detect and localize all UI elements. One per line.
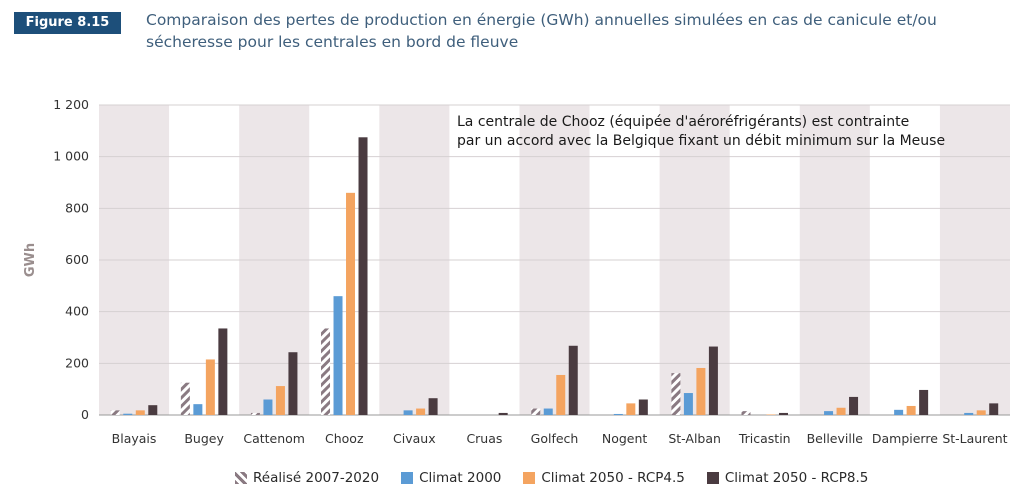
bar-nogent-series-3 — [626, 403, 636, 415]
bar-belleville-series-3 — [836, 407, 846, 415]
x-tick-label: Blayais — [112, 431, 157, 446]
bar-belleville-series-4 — [849, 396, 859, 415]
bar-st-alban-series-2 — [683, 393, 693, 415]
bar-dampierre-series-2 — [894, 409, 904, 415]
figure-badge: Figure 8.15 — [14, 12, 121, 34]
bar-golfech-series-3 — [556, 374, 566, 415]
bar-st-laurent-series-2 — [964, 412, 974, 415]
x-tick-label: Golfech — [531, 431, 579, 446]
bar-cattenom-series-1 — [250, 412, 260, 415]
bar-dampierre-series-3 — [906, 405, 916, 415]
y-tick-label: 1 000 — [53, 149, 89, 164]
legend-item: Climat 2050 - RCP4.5 — [523, 470, 685, 486]
legend-label: Réalisé 2007-2020 — [253, 470, 380, 486]
bar-civaux-series-2 — [403, 410, 413, 415]
bar-nogent-series-2 — [613, 413, 623, 415]
legend-swatch — [706, 472, 719, 484]
annotation-line-2: par un accord avec la Belgique fixant un… — [457, 133, 945, 149]
x-tick-label: Chooz — [325, 431, 364, 446]
x-tick-label: Belleville — [807, 431, 864, 446]
bar-st-laurent-series-3 — [976, 410, 986, 415]
bar-blayais-series-2 — [123, 413, 133, 415]
bar-civaux-series-4 — [428, 398, 438, 415]
bar-blayais-series-4 — [148, 405, 158, 415]
legend-item: Réalisé 2007-2020 — [235, 470, 379, 486]
x-tick-label: Nogent — [602, 431, 648, 446]
bar-tricastin-series-1 — [741, 411, 751, 415]
bar-bugey-series-2 — [193, 404, 203, 415]
legend-label: Climat 2050 - RCP4.5 — [541, 470, 685, 486]
bar-tricastin-series-4 — [778, 412, 788, 415]
bar-st-alban-series-3 — [696, 367, 706, 415]
bar-cruas-series-4 — [498, 412, 508, 415]
bar-belleville-series-2 — [824, 411, 834, 415]
legend-swatch — [235, 472, 247, 484]
legend-item: Climat 2000 — [401, 470, 501, 486]
legend: Réalisé 2007-2020 Climat 2000 Climat 2050 … — [235, 470, 868, 486]
legend-label: Climat 2000 — [419, 470, 502, 486]
x-tick-label: Cattenom — [243, 431, 305, 446]
bar-nogent-series-4 — [638, 399, 648, 415]
y-tick-label: 400 — [65, 304, 89, 319]
x-tick-label: Dampierre — [872, 431, 938, 446]
x-tick-label: St-Alban — [668, 431, 721, 446]
y-tick-label: 600 — [65, 252, 89, 267]
bar-bugey-series-1 — [180, 382, 190, 415]
bar-golfech-series-1 — [531, 408, 541, 415]
y-tick-label: 1 200 — [53, 97, 89, 112]
bar-cattenom-series-4 — [288, 352, 298, 415]
bar-civaux-series-3 — [416, 408, 426, 415]
bar-cattenom-series-2 — [263, 399, 273, 415]
bar-st-laurent-series-4 — [989, 403, 999, 415]
legend-swatch — [523, 472, 536, 484]
bar-dampierre-series-4 — [919, 389, 929, 415]
bar-blayais-series-3 — [135, 410, 145, 415]
bar-chooz-series-2 — [333, 296, 343, 415]
bar-chooz-series-1 — [321, 328, 331, 415]
legend-swatch — [401, 472, 414, 484]
bar-bugey-series-4 — [218, 328, 228, 415]
x-tick-label: Civaux — [393, 431, 436, 446]
bar-tricastin-series-3 — [766, 414, 776, 415]
bar-st-alban-series-1 — [671, 373, 681, 415]
x-tick-label: Bugey — [184, 431, 224, 446]
bar-st-alban-series-4 — [708, 346, 718, 415]
bar-chooz-series-3 — [346, 192, 356, 415]
bar-chooz-series-4 — [358, 137, 368, 415]
x-tick-label: Tricastin — [738, 431, 791, 446]
y-tick-label: 0 — [81, 407, 89, 422]
annotation-line-1: La centrale de Chooz (équipée d'aéroréfr… — [457, 114, 909, 130]
y-axis-label: GWh — [23, 243, 38, 277]
legend-label: Climat 2050 - RCP8.5 — [724, 470, 869, 486]
x-tick-label: St-Laurent — [942, 431, 1007, 446]
bar-cattenom-series-3 — [275, 386, 285, 415]
bar-golfech-series-4 — [568, 345, 578, 415]
bar-blayais-series-1 — [110, 410, 120, 415]
y-tick-label: 800 — [65, 200, 89, 215]
legend-item: Climat 2050 - RCP8.5 — [706, 470, 869, 486]
y-tick-label: 200 — [65, 355, 89, 370]
bar-bugey-series-3 — [205, 359, 215, 415]
x-tick-label: Cruas — [466, 431, 502, 446]
bar-golfech-series-2 — [543, 408, 553, 415]
figure-title: Comparaison des pertes de production en … — [146, 11, 937, 51]
